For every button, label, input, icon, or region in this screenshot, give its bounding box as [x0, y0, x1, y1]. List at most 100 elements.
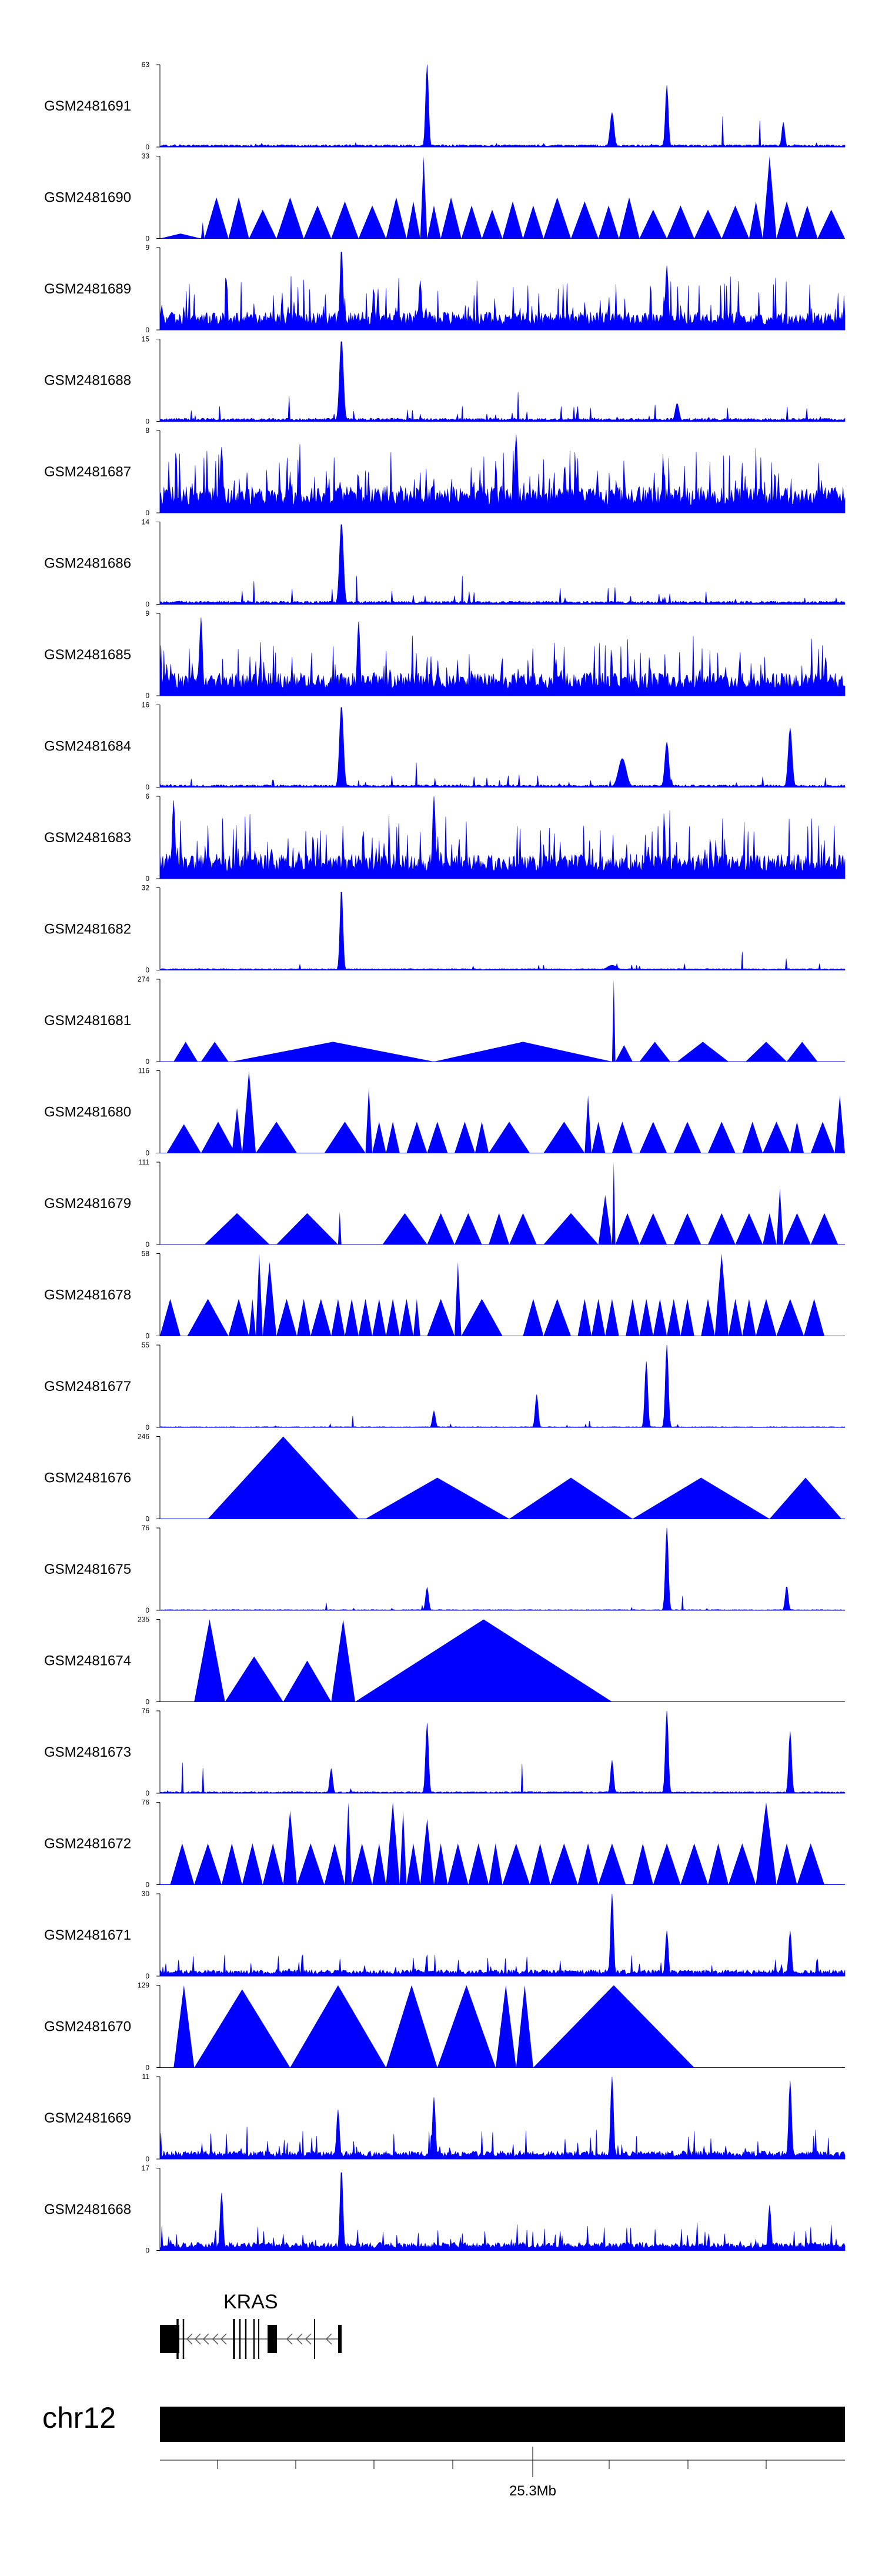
signal-segment [763, 156, 777, 239]
strand-arrow [194, 2333, 201, 2345]
signal-segment [592, 1299, 606, 1336]
track-label: GSM2481673 [44, 1744, 131, 1760]
signal-area [159, 796, 846, 879]
signal-segment [763, 1213, 777, 1244]
y-axis-zero-label: 0 [145, 600, 149, 609]
track-label: GSM2481687 [44, 464, 131, 480]
signal-segment [495, 1985, 516, 2068]
signal-segment [810, 1122, 835, 1153]
signal-segment [797, 205, 818, 239]
track-GSM2481682: GSM2481682 32 0 [44, 884, 846, 975]
signal-segment [201, 1042, 229, 1062]
track-label: GSM2481670 [44, 2019, 131, 2035]
signal-segment [680, 1843, 708, 1885]
track-label: GSM2481682 [44, 922, 131, 937]
y-axis-max-label: 30 [142, 1890, 150, 1898]
track-GSM2481684: GSM2481684 16 0 [44, 701, 846, 792]
y-axis-zero-label: 0 [145, 875, 149, 883]
track-label: GSM2481677 [44, 1379, 131, 1394]
signal-segment [639, 1122, 667, 1153]
signal-segment [170, 1843, 195, 1885]
signal-segment [489, 1213, 510, 1244]
signal-segment [204, 197, 229, 239]
signal-segment [242, 1070, 256, 1153]
y-axis-max-label: 63 [142, 61, 150, 69]
y-axis-max-label: 14 [142, 518, 150, 526]
signal-segment [598, 1843, 626, 1885]
y-axis-max-label: 274 [138, 975, 149, 983]
signal-segment [386, 1122, 400, 1153]
strand-arrow [220, 2333, 227, 2345]
signal-segment [324, 1843, 345, 1885]
signal-segment [639, 209, 667, 239]
signal-segment [612, 979, 616, 1062]
y-axis-zero-label: 0 [145, 2247, 149, 2255]
signal-segment [386, 1299, 400, 1336]
track-label: GSM2481675 [44, 1561, 131, 1577]
signal-segment [776, 1188, 784, 1244]
y-axis-zero-label: 0 [145, 235, 149, 243]
signal-segment [612, 1122, 633, 1153]
signal-segment [242, 1843, 263, 1885]
y-axis-max-label: 58 [142, 1250, 150, 1258]
signal-segment [406, 201, 420, 239]
signal-segment [776, 201, 797, 239]
signal-segment [166, 1124, 201, 1153]
track-GSM2481686: GSM2481686 14 0 [44, 518, 846, 609]
strand-arrow [202, 2333, 209, 2345]
signal-segment [399, 1810, 407, 1885]
signal-segment [756, 1299, 777, 1336]
strand-arrow [325, 2333, 332, 2345]
track-label: GSM2481669 [44, 2110, 131, 2126]
track-GSM2481680: GSM2481680 116 0 [44, 1067, 845, 1157]
chromosome-bar [160, 2407, 845, 2442]
signal-segment [276, 1213, 338, 1244]
signal-segment [489, 1122, 530, 1153]
signal-segment [742, 1122, 763, 1153]
signal-segment [455, 1262, 462, 1336]
signal-segment [440, 197, 462, 239]
y-axis-max-label: 76 [142, 1798, 150, 1807]
signal-segment [615, 1045, 633, 1062]
y-axis-zero-label: 0 [145, 1332, 149, 1340]
signal-segment [776, 1299, 804, 1336]
signal-segment [626, 1299, 640, 1336]
track-GSM2481691: GSM2481691 63 0 [44, 61, 846, 151]
signal-segment [577, 1843, 599, 1885]
y-axis-max-label: 111 [139, 1158, 150, 1166]
y-axis-zero-label: 0 [145, 1789, 149, 1797]
track-list: GSM2481691630GSM2481690330GSM248168990GS… [44, 61, 846, 2255]
signal-segment [256, 1122, 297, 1153]
track-label: GSM2481672 [44, 1836, 131, 1852]
signal-segment [605, 1299, 619, 1336]
signal-segment [776, 1843, 797, 1885]
y-axis-max-label: 15 [142, 335, 150, 343]
signal-segment [406, 1122, 427, 1153]
signal-area [159, 1344, 846, 1428]
signal-segment [399, 1299, 413, 1336]
signal-segment [834, 1095, 845, 1153]
track-GSM2481671: GSM2481671 30 0 [44, 1890, 846, 1980]
signal-area [159, 617, 846, 696]
signal-area [159, 2172, 846, 2251]
track-GSM2481681: GSM2481681 274 0 [44, 975, 845, 1066]
signal-segment [461, 1299, 503, 1336]
y-axis-max-label: 8 [145, 426, 149, 435]
track-GSM2481669: GSM2481669 11 0 [44, 2073, 846, 2163]
signal-segment [502, 1843, 530, 1885]
track-GSM2481690: GSM2481690 33 0 [44, 152, 845, 243]
y-axis-max-label: 9 [145, 243, 149, 252]
y-axis-max-label: 76 [142, 1707, 150, 1715]
signal-segment [262, 1843, 283, 1885]
signal-segment [221, 1843, 242, 1885]
y-axis-max-label: 246 [138, 1433, 149, 1441]
signal-segment [455, 1122, 475, 1153]
signal-area [159, 64, 846, 148]
y-axis-zero-label: 0 [145, 509, 149, 517]
signal-segment [728, 1299, 743, 1336]
signal-segment [297, 1299, 311, 1336]
signal-segment [461, 205, 482, 239]
gene-annotation-track: KRAS [160, 2291, 342, 2359]
track-label: GSM2481689 [44, 281, 131, 297]
signal-segment [667, 205, 694, 239]
